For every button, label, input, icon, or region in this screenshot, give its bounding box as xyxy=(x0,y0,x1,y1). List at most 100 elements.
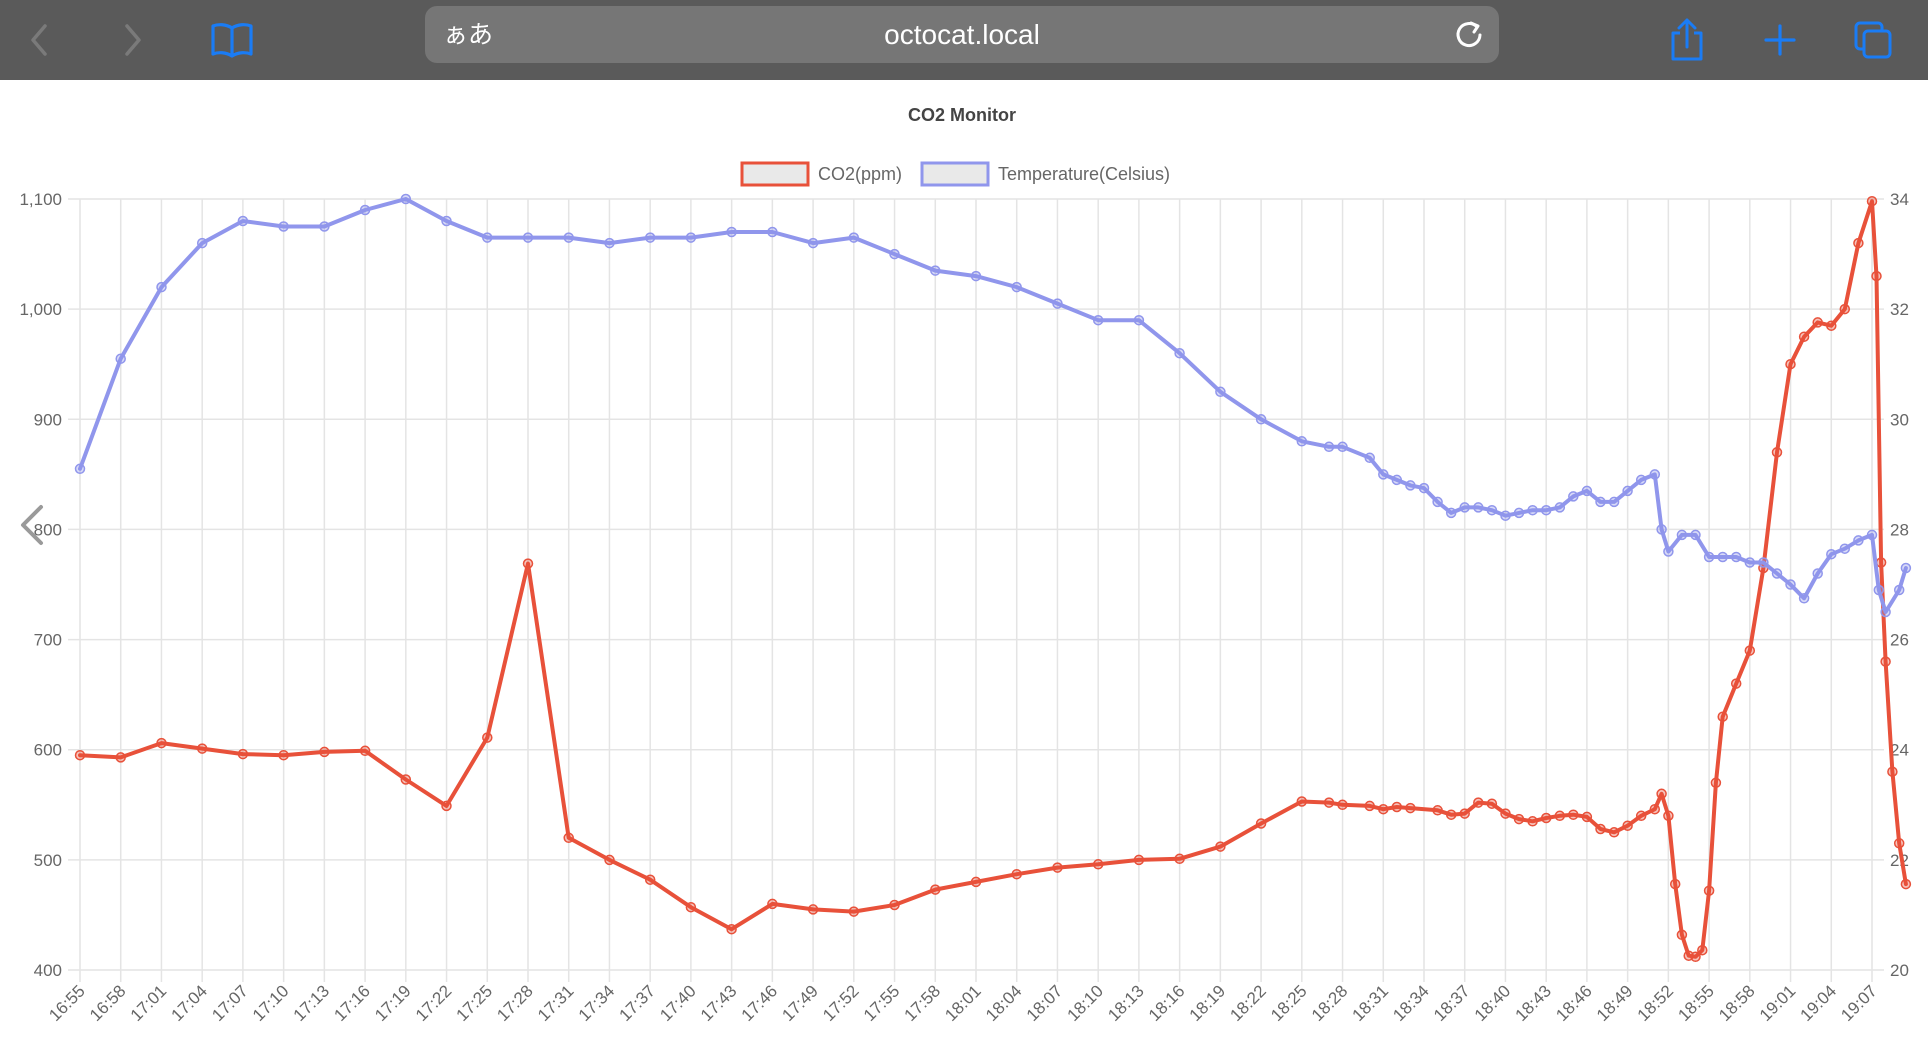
data-point xyxy=(1459,808,1470,819)
reader-text-button[interactable]: ぁあ xyxy=(443,20,494,49)
data-point xyxy=(1391,801,1403,813)
data-point xyxy=(1798,593,1810,604)
share-button[interactable] xyxy=(1657,0,1717,80)
data-point xyxy=(1215,841,1226,852)
data-point xyxy=(482,232,493,243)
data-point xyxy=(278,749,289,761)
data-point xyxy=(1656,788,1667,800)
data-point xyxy=(1364,800,1375,812)
edge-back-button[interactable] xyxy=(14,502,50,548)
x-tick-label: 17:01 xyxy=(127,981,171,1025)
data-point xyxy=(1568,809,1579,820)
tabs-button[interactable] xyxy=(1843,0,1903,80)
data-point xyxy=(1595,496,1606,508)
y-left-tick-label: 400 xyxy=(34,961,62,980)
x-tick-label: 17:16 xyxy=(330,981,374,1025)
x-tick-label: 18:52 xyxy=(1634,981,1678,1025)
x-tick-label: 17:07 xyxy=(208,981,252,1025)
data-point xyxy=(685,232,697,243)
data-point xyxy=(1459,502,1470,513)
y-right-tick-label: 34 xyxy=(1890,190,1909,209)
data-point xyxy=(1785,358,1796,370)
data-point xyxy=(1866,195,1878,207)
data-point xyxy=(1798,331,1810,342)
chart-legend[interactable]: CO2(ppm) Temperature(Celsius) xyxy=(740,161,1170,187)
data-point xyxy=(1893,838,1905,849)
data-point xyxy=(74,749,86,761)
series-layer xyxy=(74,193,1912,963)
data-point xyxy=(1581,485,1593,497)
x-tick-label: 16:55 xyxy=(45,981,89,1025)
data-point xyxy=(1581,811,1593,823)
data-point xyxy=(1697,944,1708,956)
data-point xyxy=(1554,502,1566,513)
x-tick-label: 18:28 xyxy=(1308,981,1352,1025)
data-point xyxy=(726,226,737,238)
x-tick-label: 18:37 xyxy=(1430,981,1474,1025)
y-left-tick-label: 800 xyxy=(34,520,62,539)
data-point xyxy=(1608,496,1620,508)
browser-toolbar: ぁあ octocat.local xyxy=(0,0,1928,80)
reload-button[interactable] xyxy=(1449,14,1489,54)
x-tick-label: 18:31 xyxy=(1349,981,1393,1025)
data-point xyxy=(1092,859,1104,870)
data-point xyxy=(1635,474,1647,486)
data-point xyxy=(1255,818,1267,829)
new-tab-button[interactable] xyxy=(1750,0,1810,80)
data-point xyxy=(1337,441,1348,453)
x-tick-label: 17:55 xyxy=(860,981,904,1025)
data-point xyxy=(604,854,615,866)
data-point xyxy=(767,898,778,910)
data-point xyxy=(1011,868,1022,880)
x-tick-label: 17:49 xyxy=(778,981,822,1025)
data-point xyxy=(1873,584,1885,596)
data-point xyxy=(1880,656,1891,667)
data-point xyxy=(889,899,900,911)
data-point xyxy=(1900,878,1912,890)
data-point xyxy=(1771,447,1783,458)
data-point xyxy=(1052,862,1063,873)
x-tick-label: 18:49 xyxy=(1593,981,1637,1025)
chevron-left-icon xyxy=(31,24,47,56)
y-left-tick-label: 1,000 xyxy=(19,300,62,319)
data-point xyxy=(196,743,208,754)
y-left-tick-label: 600 xyxy=(34,741,62,760)
back-button[interactable] xyxy=(10,0,70,80)
y-left-tick-label: 700 xyxy=(34,631,62,650)
bookmarks-button[interactable] xyxy=(202,0,262,80)
data-point xyxy=(1717,551,1728,563)
address-bar[interactable]: ぁあ octocat.local xyxy=(425,6,1499,63)
data-point xyxy=(1405,802,1416,814)
data-point xyxy=(1405,480,1416,491)
data-point xyxy=(1893,584,1905,596)
data-point xyxy=(1866,529,1878,541)
data-point xyxy=(1635,810,1647,822)
x-tick-label: 18:25 xyxy=(1267,981,1311,1025)
data-point xyxy=(1554,810,1566,822)
data-point xyxy=(1432,805,1443,816)
data-point xyxy=(1826,548,1837,560)
data-point xyxy=(563,832,574,844)
series-CO2(ppm) xyxy=(74,195,1912,963)
data-point xyxy=(1744,557,1756,568)
data-point xyxy=(1473,502,1484,513)
plus-icon xyxy=(1764,24,1796,56)
legend-label: Temperature(Celsius) xyxy=(998,164,1170,184)
forward-button[interactable] xyxy=(102,0,162,80)
legend-label: CO2(ppm) xyxy=(818,164,902,184)
x-axis-labels: 16:5516:5817:0117:0417:0717:1017:1317:16… xyxy=(45,981,1881,1025)
data-point xyxy=(889,248,900,260)
data-point xyxy=(1853,237,1864,249)
data-point xyxy=(319,746,330,758)
data-point xyxy=(1391,474,1403,486)
data-point xyxy=(1092,314,1104,326)
x-tick-label: 17:28 xyxy=(493,981,537,1025)
data-point xyxy=(604,237,615,249)
data-point xyxy=(644,874,656,885)
x-tick-label: 18:10 xyxy=(1063,981,1107,1025)
y-left-tick-label: 1,100 xyxy=(19,190,62,209)
data-point xyxy=(1871,270,1882,282)
data-point xyxy=(1052,298,1063,309)
data-point xyxy=(1215,386,1226,398)
